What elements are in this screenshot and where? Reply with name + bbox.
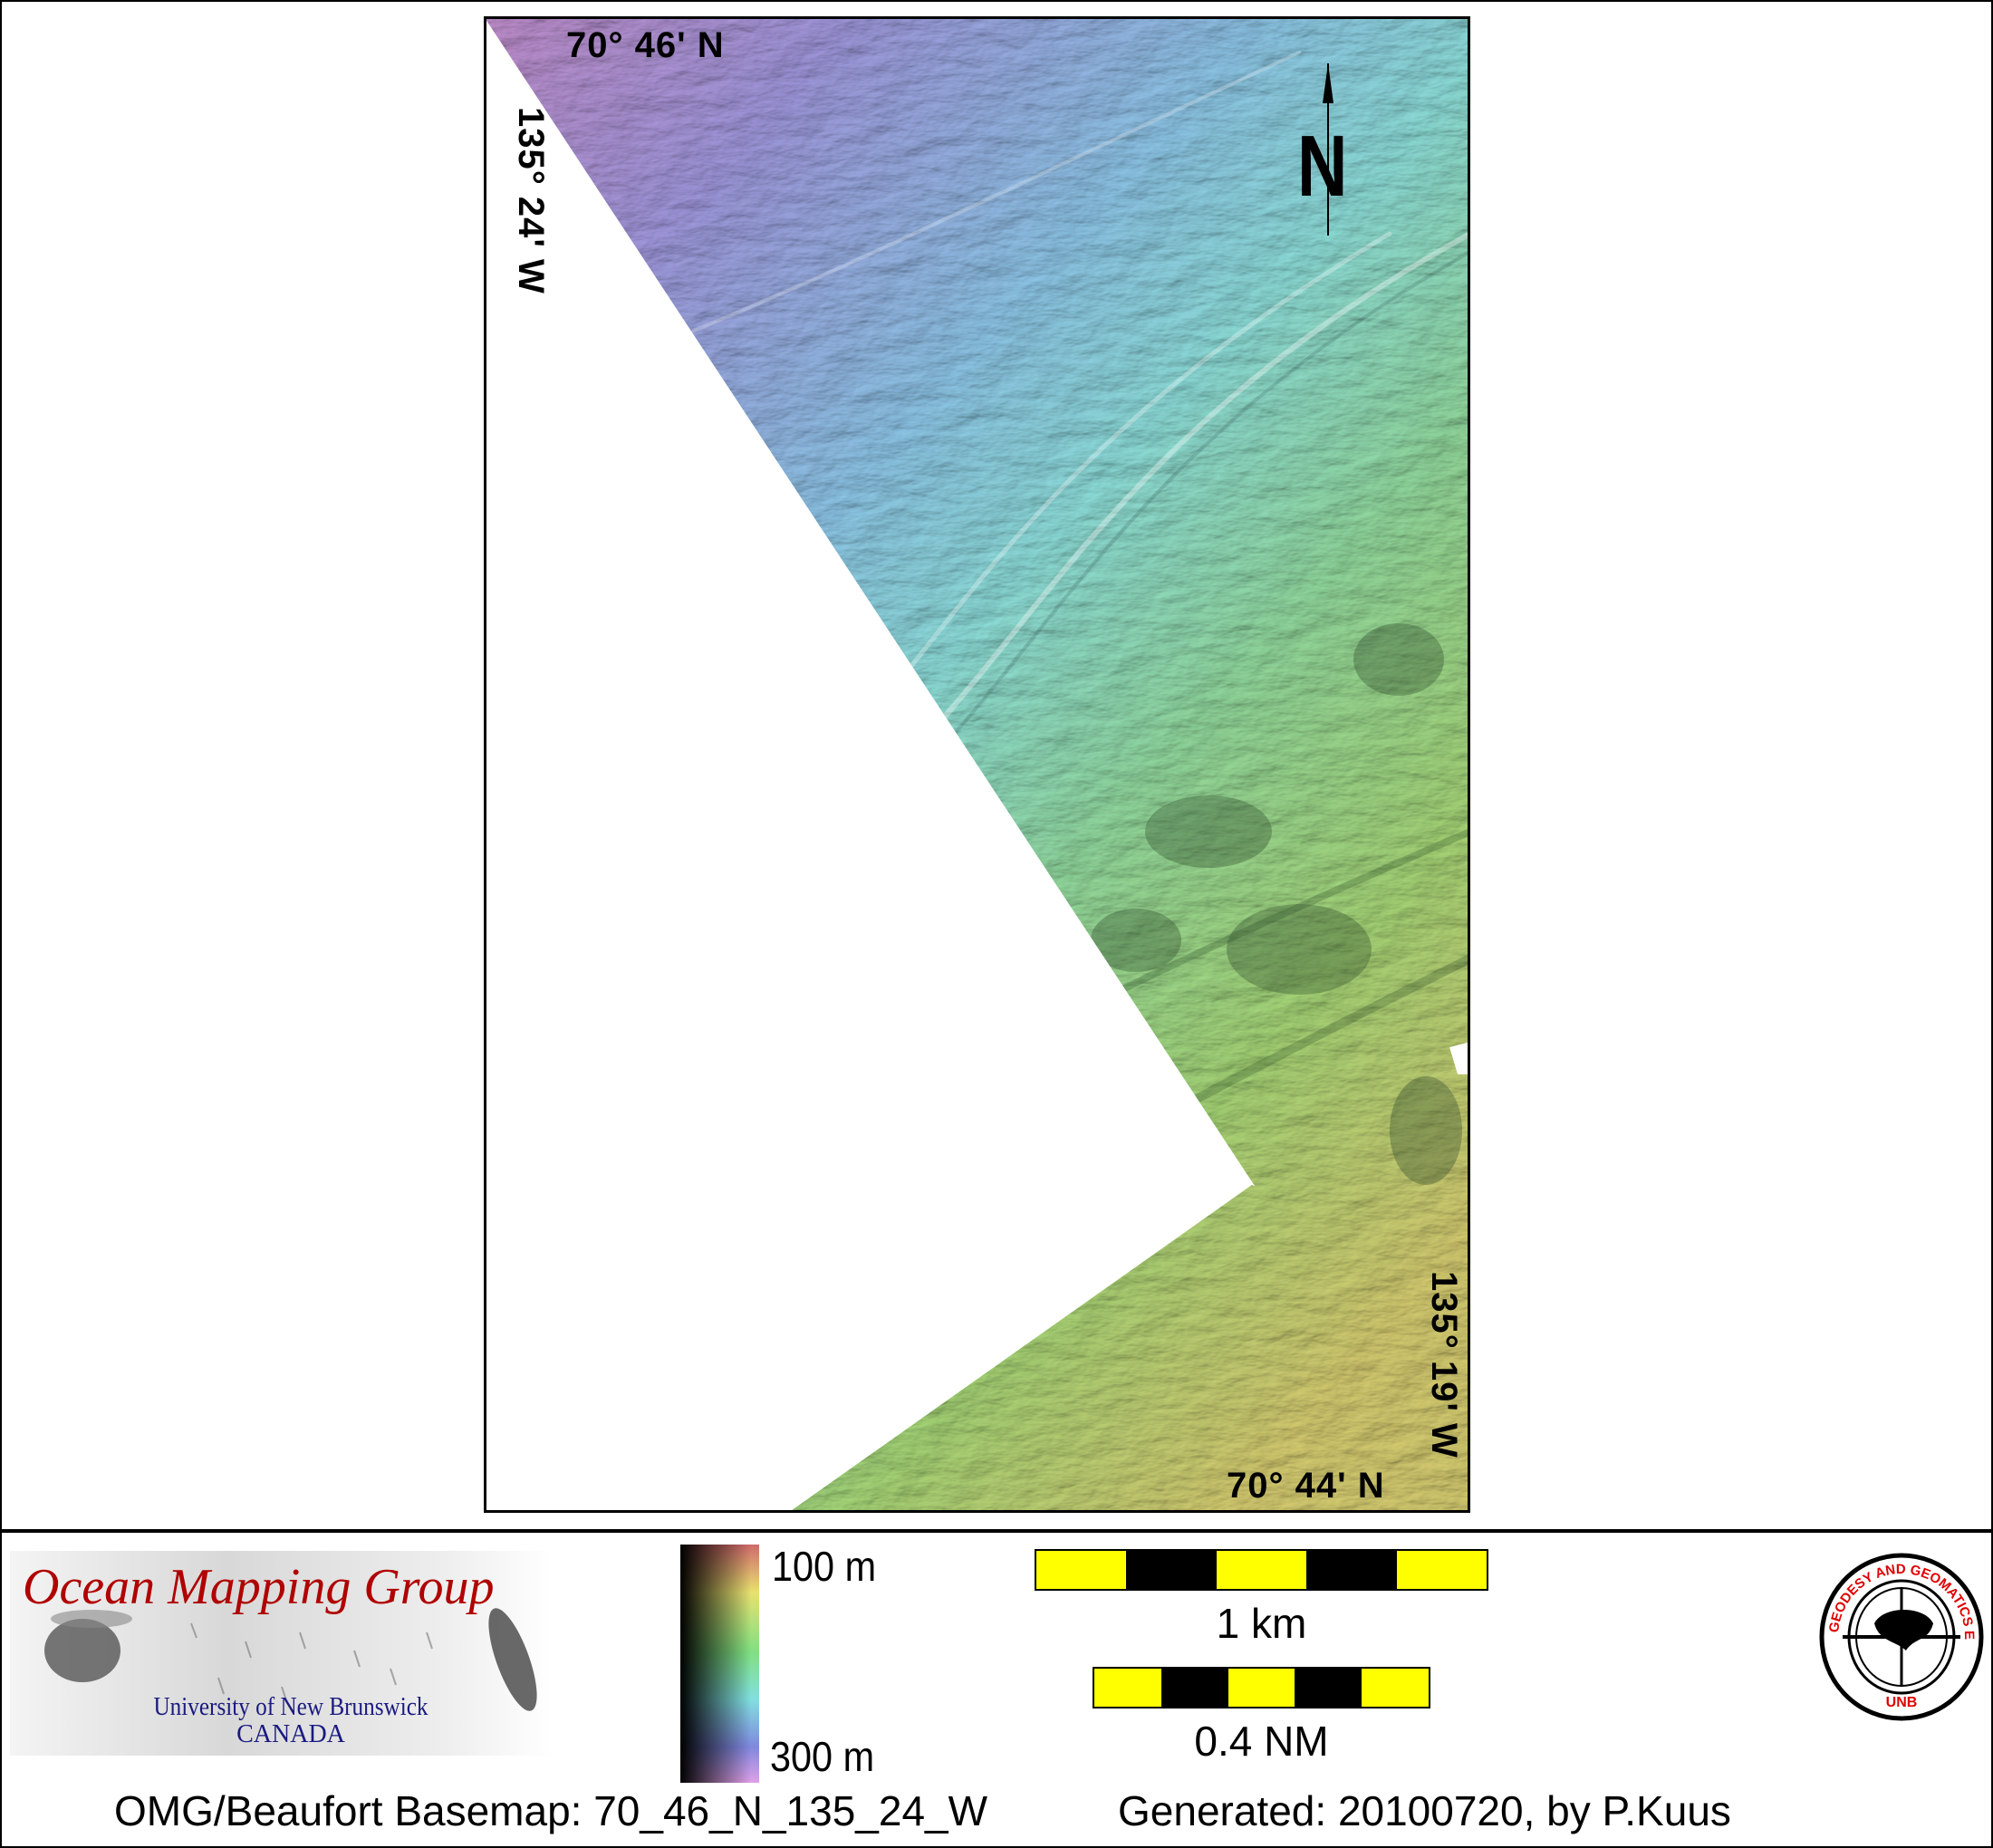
bottom-latitude-label: 70° 44' N — [1227, 1466, 1385, 1506]
basemap-name: OMG/Beaufort Basemap: 70_46_N_135_24_W — [114, 1787, 988, 1834]
logo-university: University of New Brunswick CANADA — [64, 1694, 517, 1748]
logo-title: Ocean Mapping Group — [23, 1559, 495, 1615]
depth-top-label: 100 m — [772, 1543, 877, 1590]
left-longitude-label: 135° 24' W — [511, 107, 551, 294]
right-longitude-label: 135° 19' W — [1424, 1271, 1464, 1458]
scale-bar-nm-label: 0.4 NM — [1194, 1718, 1329, 1765]
legend-divider — [0, 1529, 1993, 1533]
ocean-mapping-group-logo: Ocean Mapping Group University of New Br… — [10, 1551, 554, 1756]
hillshade-texture — [484, 16, 1470, 1513]
north-letter: N — [1297, 118, 1348, 215]
scale-bar-nm — [1093, 1667, 1430, 1708]
logo-line1: University of New Brunswick — [153, 1693, 428, 1721]
scale-bar-km-label: 1 km — [1216, 1600, 1307, 1647]
bathymetry-map[interactable]: 70° 46' N 135° 24' W 135° 19' W 70° 44' … — [484, 16, 1470, 1513]
depth-colorbar — [680, 1545, 759, 1783]
logo-line2: CANADA — [236, 1720, 345, 1748]
unb-text: UNB — [1886, 1695, 1918, 1710]
map-frame — [484, 16, 1470, 1513]
bathymetry-image — [484, 16, 1470, 1513]
depth-bottom-label: 300 m — [770, 1733, 875, 1780]
sonar-imagery-icon — [44, 1608, 537, 1711]
north-arrow-icon — [1323, 63, 1333, 236]
unb-geodesy-logo: GEODESY AND GEOMATICS ENGINEERING UNB — [1815, 1551, 1984, 1721]
top-latitude-label: 70° 46' N — [566, 25, 725, 65]
scale-bar-km — [1035, 1549, 1488, 1591]
generated-info: Generated: 20100720, by P.Kuus — [1118, 1787, 1731, 1834]
